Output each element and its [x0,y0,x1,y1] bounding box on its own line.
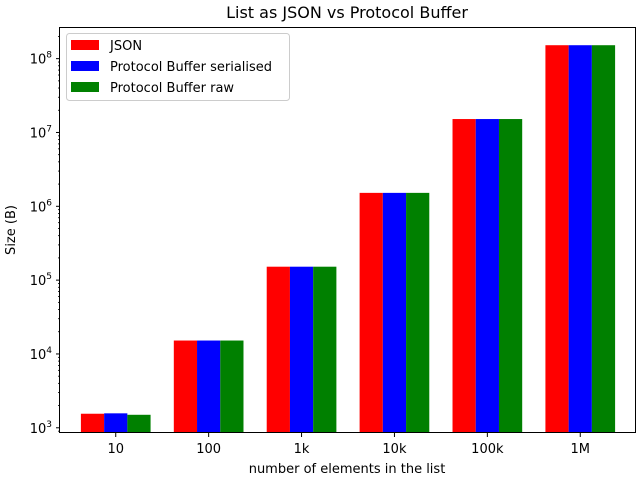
x-axis-label: number of elements in the list [249,462,446,477]
bar-json-1k [266,266,290,433]
y-tick-label: 107 [30,124,52,141]
x-tick-label: 100k [471,442,504,457]
bar-json-10 [80,413,105,433]
bar-protocol-buffer-serialised-10 [104,413,128,433]
legend-swatch-protocol-buffer-raw [71,82,99,92]
bar-protocol-buffer-serialised-1M [568,45,592,434]
chart-title: List as JSON vs Protocol Buffer [226,3,468,22]
bar-protocol-buffer-raw-1k [313,266,337,433]
y-tick-label: 105 [30,272,52,289]
y-tick-label: 104 [30,346,53,363]
legend-swatch-json [71,40,99,50]
legend-frame [66,33,290,101]
bar-json-100 [173,340,198,433]
y-tick-label: 103 [30,420,52,437]
legend-label: Protocol Buffer serialised [110,60,272,75]
legend: JSON Protocol Buffer serialised Protocol B… [66,33,290,101]
legend-items: JSON Protocol Buffer serialised Protocol B… [71,39,272,96]
bar-protocol-buffer-raw-1M [591,45,616,434]
y-tick-label: 106 [30,198,53,215]
x-tick-label: 1k [294,442,310,457]
legend-label: JSON [109,39,142,54]
y-axis-label: Size (B) [4,205,19,255]
bar-protocol-buffer-raw-10 [127,414,151,433]
y-tick-label: 108 [30,51,53,68]
axes-frame [59,27,636,433]
bar-protocol-buffer-serialised-1k [289,266,314,433]
legend-swatch-protocol-buffer-serialised [71,61,99,71]
bar-json-1M [545,45,569,434]
bar-protocol-buffer-serialised-100k [475,119,499,433]
bar-protocol-buffer-raw-100k [498,119,523,433]
bar-protocol-buffer-serialised-100 [197,340,221,433]
legend-label: Protocol Buffer raw [110,81,234,96]
x-tick-label: 10k [382,442,407,457]
bars-group [80,45,616,434]
x-tick-label: 10 [107,442,124,457]
x-tick-label: 1M [571,442,591,457]
bar-protocol-buffer-raw-100 [220,340,244,433]
bar-protocol-buffer-raw-10k [406,192,430,433]
bar-json-10k [359,192,383,433]
bar-json-100k [452,119,476,433]
x-tick-label: 100 [196,442,221,457]
bar-protocol-buffer-serialised-10k [382,192,407,433]
